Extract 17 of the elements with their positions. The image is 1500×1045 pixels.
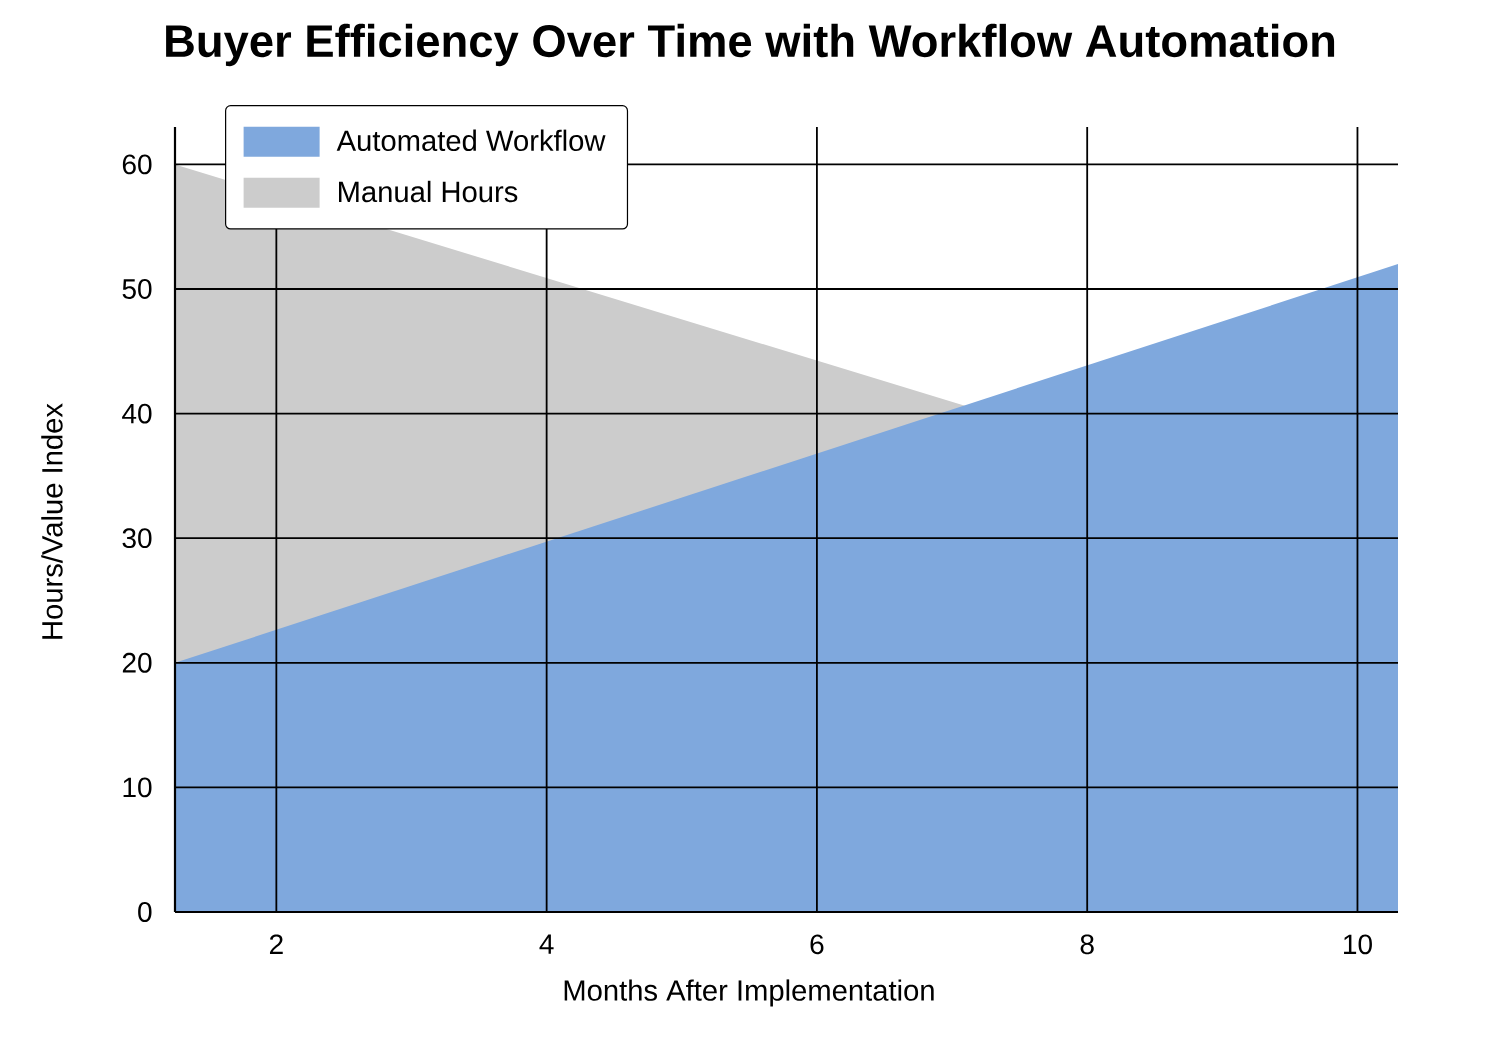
legend-label: Automated Workflow	[336, 129, 606, 152]
y-axis-title: Hours/Value Index	[41, 403, 63, 639]
y-tick-label: 20	[122, 652, 152, 673]
x-tick-label: 4	[539, 934, 554, 954]
y-tick-label: 40	[122, 403, 152, 424]
x-axis-title: Months After Implementation	[564, 979, 934, 1007]
y-tick-label: 30	[122, 528, 152, 549]
x-tick-label: 8	[1080, 934, 1094, 955]
x-tick-label: 6	[810, 934, 824, 955]
x-tick-label: 2	[269, 934, 283, 954]
y-tick-label: 10	[123, 777, 152, 798]
y-tick-label: 0	[138, 902, 152, 922]
y-tick-label: 60	[122, 154, 152, 175]
x-tick-label: 10	[1344, 934, 1372, 955]
legend-label: Manual Hours	[339, 180, 518, 203]
y-tick-label: 50	[122, 279, 152, 299]
chart-title: Buyer Efficiency Over Time with Workflow Automation	[166, 23, 1335, 67]
